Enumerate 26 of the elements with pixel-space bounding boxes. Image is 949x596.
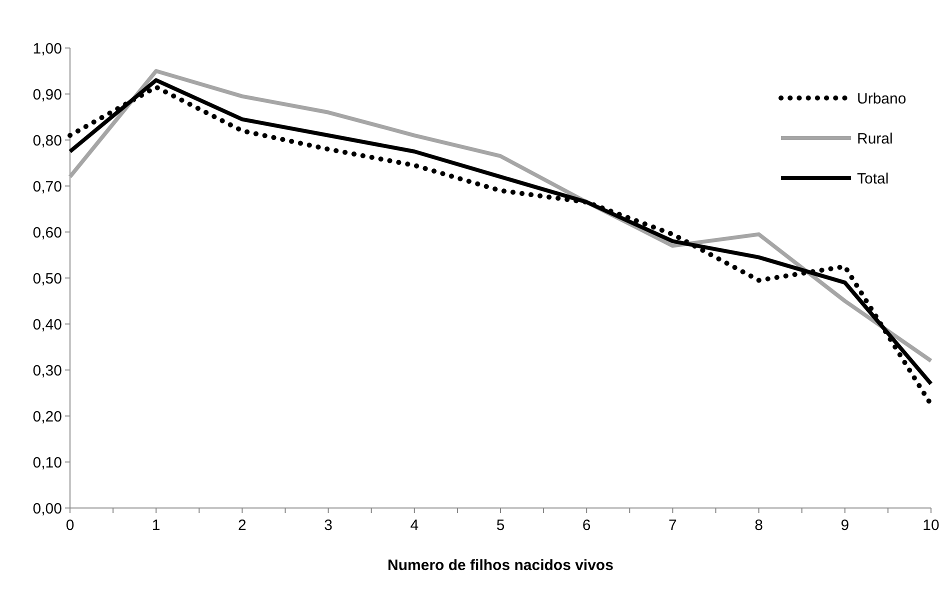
x-tick-label: 3	[324, 517, 332, 534]
x-tick-label: 6	[582, 517, 591, 534]
y-tick-label: 1,00	[32, 40, 62, 58]
x-tick-label: 9	[840, 517, 850, 534]
x-tick-label: 0	[66, 517, 74, 534]
y-tick-label: 0,10	[32, 454, 62, 472]
x-tick-label: 10	[922, 517, 940, 534]
x-tick-label: 2	[238, 517, 246, 534]
legend-label: Rural	[857, 130, 893, 148]
y-tick-label: 0,40	[32, 316, 62, 334]
y-tick-label: 0,90	[32, 86, 62, 104]
x-tick-label: 5	[496, 517, 505, 534]
x-tick-label: 1	[152, 517, 160, 534]
legend-label: Total	[857, 170, 889, 188]
y-tick-label: 0,30	[32, 362, 62, 380]
x-tick-label: 4	[410, 517, 419, 534]
legend-label: Urbano	[857, 90, 906, 108]
x-tick-label: 8	[754, 517, 763, 534]
y-tick-label: 0,80	[32, 132, 62, 150]
y-tick-label: 0,00	[32, 500, 62, 518]
y-tick-label: 0,60	[32, 224, 62, 242]
y-tick-label: 0,20	[32, 408, 62, 426]
y-tick-label: 0,50	[32, 270, 62, 288]
x-axis-title: Numero de filhos nacidos vivos	[388, 557, 614, 574]
x-tick-label: 7	[668, 517, 677, 534]
y-tick-label: 0,70	[32, 178, 62, 196]
